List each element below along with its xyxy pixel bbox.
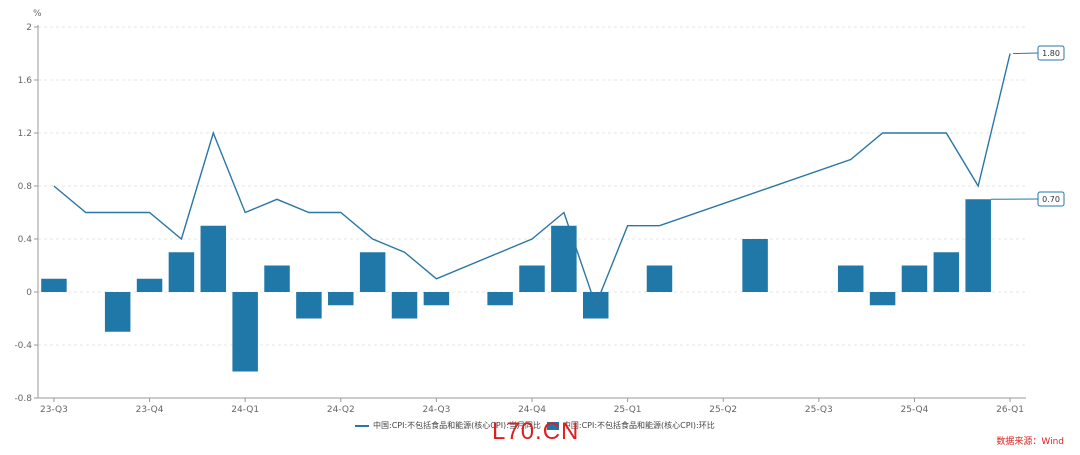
legend-line-label: 中国:CPI:不包括食品和能源(核心CPI):当月同比 — [373, 421, 541, 430]
bar — [551, 225, 577, 292]
bar — [487, 292, 513, 306]
x-tick-label: 23-Q4 — [136, 405, 164, 415]
data-source: 数据来源：Wind — [996, 437, 1064, 447]
x-tick-label: 25-Q2 — [709, 405, 737, 415]
x-tick-label: 25-Q3 — [805, 405, 833, 415]
x-tick-label: 24-Q2 — [327, 405, 355, 415]
y-tick-label: 0 — [26, 288, 32, 298]
x-tick-label: 23-Q3 — [40, 405, 68, 415]
line-last-value-label: 1.80 — [1042, 49, 1060, 58]
bar — [519, 265, 545, 292]
bar — [200, 225, 227, 292]
series-line — [53, 53, 1011, 308]
bar — [264, 265, 290, 292]
bar — [296, 292, 322, 319]
x-tick-label: 26-Q1 — [996, 405, 1024, 415]
legend-bar-swatch — [546, 421, 559, 430]
y-tick-label: 2 — [26, 23, 32, 33]
x-tick-label: 24-Q4 — [518, 405, 546, 415]
bar — [646, 265, 673, 292]
bar — [168, 252, 195, 292]
bar — [965, 199, 991, 292]
bar — [933, 252, 960, 292]
bar-last-value-label: 0.70 — [1042, 195, 1060, 204]
line-last-value-box — [1037, 45, 1065, 61]
bar-last-value-box — [1037, 191, 1065, 207]
bar — [837, 265, 864, 292]
bar — [901, 265, 928, 292]
legend-bar-label: 中国:CPI:不包括食品和能源(核心CPI):环比 — [562, 421, 715, 430]
bar — [232, 292, 258, 372]
gridlines — [38, 26, 1026, 399]
y-tick-label: -0.4 — [14, 341, 32, 351]
y-tick-label: 1.6 — [18, 76, 33, 86]
value-callouts: 1.80 0.70 — [990, 45, 1065, 207]
legend: 中国:CPI:不包括食品和能源(核心CPI):当月同比 中国:CPI:不包括食品… — [355, 420, 715, 431]
x-tick-label: 24-Q3 — [422, 405, 450, 415]
bar-series — [41, 199, 991, 372]
line-last-value-leader — [1013, 52, 1039, 54]
y-tick-label: 0.4 — [18, 235, 33, 245]
y-tick-label: 0.8 — [18, 182, 33, 192]
bar — [742, 239, 768, 292]
legend-item-line[interactable]: 中国:CPI:不包括食品和能源(核心CPI):当月同比 — [355, 420, 541, 431]
y-tick-label: -0.8 — [14, 394, 32, 404]
x-tick-label: 25-Q4 — [901, 405, 929, 415]
y-axis-unit: % — [33, 9, 42, 19]
x-axis: 23-Q3 23-Q4 24-Q1 24-Q2 24-Q3 24-Q4 25-Q1 25-Q2… — [38, 397, 1026, 415]
bar — [359, 252, 386, 292]
x-tick-label: 25-Q1 — [614, 405, 642, 415]
legend-line-swatch — [355, 424, 369, 427]
watermark: L70.CN — [492, 418, 580, 445]
x-tick-label: 24-Q1 — [231, 405, 259, 415]
y-axis: 2 1.6 1.2 0.8 0.4 0 -0.4 -0.8 — [14, 23, 39, 404]
bar — [104, 292, 131, 332]
y-tick-label: 1.2 — [18, 129, 32, 139]
bar — [41, 278, 67, 292]
bar — [136, 278, 163, 292]
line-series — [53, 53, 1011, 308]
bar — [423, 292, 450, 306]
bar — [869, 292, 896, 306]
bar — [328, 292, 354, 306]
bar — [391, 292, 418, 319]
legend-item-bar[interactable]: 中国:CPI:不包括食品和能源(核心CPI):环比 — [546, 420, 715, 431]
